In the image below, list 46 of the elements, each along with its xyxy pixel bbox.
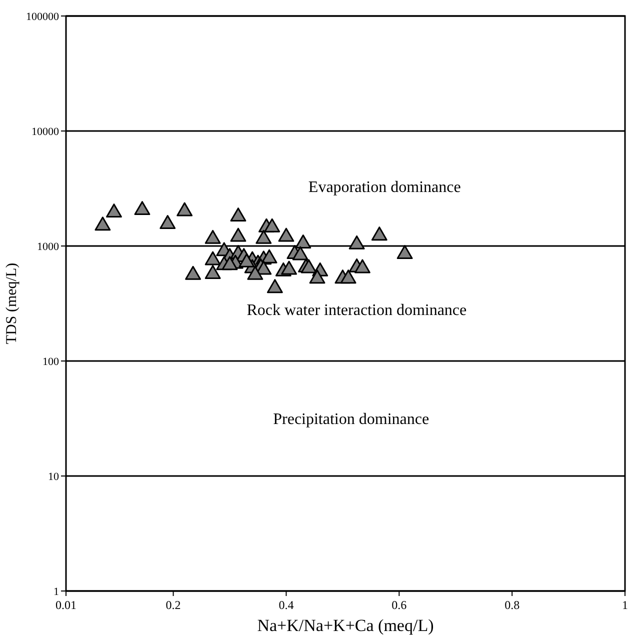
point <box>106 204 122 218</box>
point <box>261 249 278 264</box>
point <box>230 208 246 222</box>
annotation: Precipitation dominance <box>273 411 430 428</box>
point <box>204 230 221 244</box>
point <box>204 265 221 279</box>
x-tick-label: 0.4 <box>278 598 294 612</box>
point <box>204 251 221 266</box>
y-tick-label: 100 <box>42 356 60 368</box>
y-tick-label: 10000 <box>32 126 60 138</box>
point <box>266 279 283 294</box>
point <box>176 202 193 216</box>
point <box>185 266 202 280</box>
point <box>371 226 388 241</box>
point <box>292 246 308 260</box>
point <box>396 245 413 260</box>
y-tick-label: 1000 <box>37 240 60 253</box>
y-axis-title: TDS (meq/L) <box>4 262 20 344</box>
point <box>247 266 264 280</box>
x-tick-label: 1 <box>622 598 628 612</box>
annotation: Evaporation dominance <box>308 178 461 196</box>
point <box>295 234 312 248</box>
point <box>264 218 280 232</box>
x-tick-label: 0.6 <box>392 598 407 612</box>
point <box>300 259 317 274</box>
point <box>222 256 238 270</box>
point <box>238 253 255 268</box>
x-tick-label: 0.01 <box>56 598 76 612</box>
y-tick-label: 1 <box>54 586 59 598</box>
point <box>160 215 176 230</box>
point <box>134 201 150 216</box>
point <box>309 270 326 284</box>
x-tick-label: 0.8 <box>504 598 520 612</box>
point <box>94 216 111 231</box>
annotation: Rock water interaction dominance <box>246 302 467 319</box>
point <box>281 260 297 275</box>
point <box>256 230 272 244</box>
point <box>354 259 370 274</box>
point <box>348 235 365 250</box>
point <box>340 270 356 284</box>
point <box>278 228 294 242</box>
point <box>230 228 246 242</box>
y-tick-label: 10 <box>48 470 60 483</box>
y-tick-label: 100000 <box>26 10 60 23</box>
x-tick-label: 0.2 <box>166 598 181 612</box>
x-axis-title: Na+K/Na+K+Ca (meq/L) <box>257 616 434 635</box>
